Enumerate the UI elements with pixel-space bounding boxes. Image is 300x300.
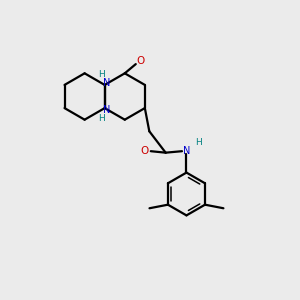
Text: N: N (103, 77, 111, 88)
Text: O: O (141, 146, 149, 156)
Text: H: H (195, 138, 202, 147)
Text: O: O (136, 56, 145, 65)
Text: H: H (98, 114, 104, 123)
Text: H: H (98, 70, 104, 79)
Text: N: N (183, 146, 190, 156)
Text: N: N (103, 106, 111, 116)
